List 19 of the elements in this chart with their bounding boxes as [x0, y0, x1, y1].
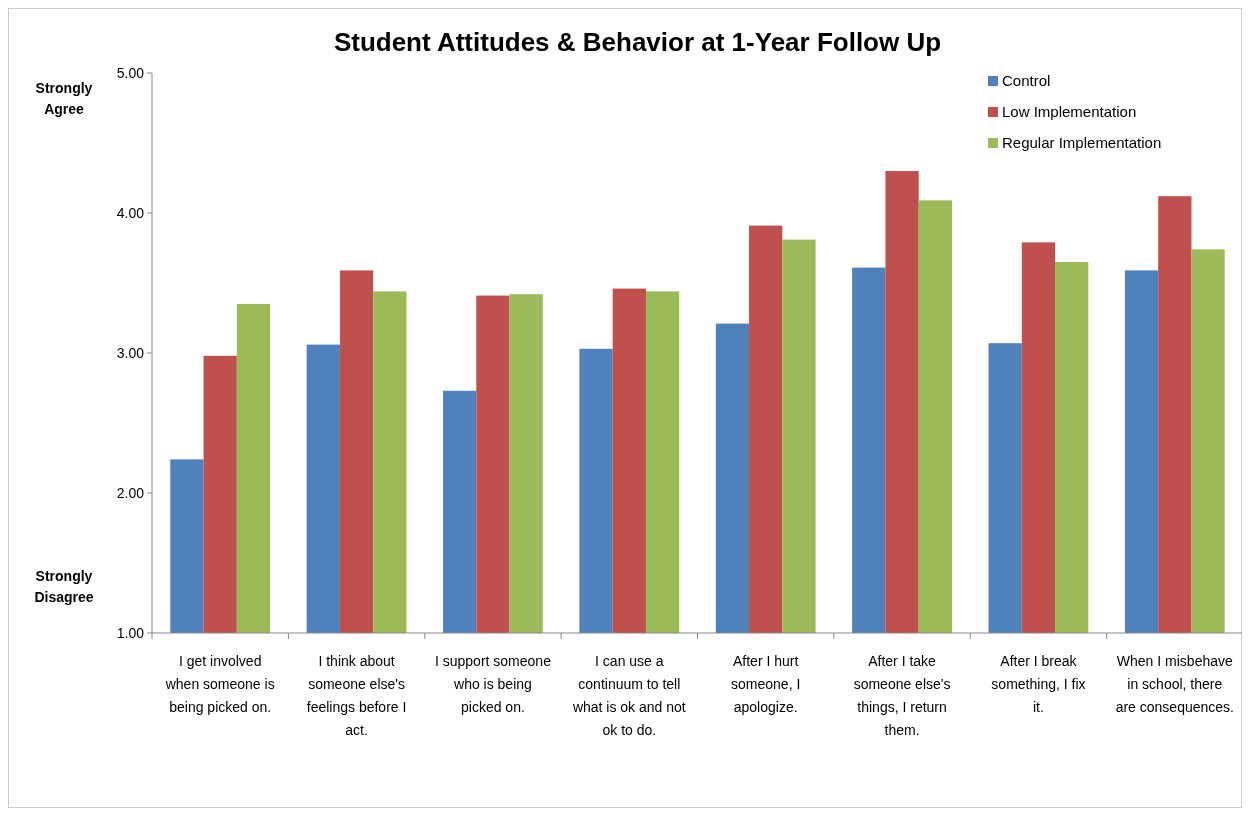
- text: Strongly Disagree: [34, 568, 94, 605]
- y-tick-label: 3.00: [116, 344, 145, 361]
- x-tick-label: After I take someone else's things, I return them.: [853, 653, 951, 738]
- x-tick-label: When I misbehave in school, there are consequences.: [1115, 653, 1234, 715]
- y-tick-label: 2.00: [116, 484, 145, 501]
- y-tick-label: 4.00: [116, 204, 145, 221]
- chart-title: Student Attitudes & Behavior at 1-Year Follow Up: [333, 27, 942, 57]
- text: Strongly Agree: [35, 80, 93, 117]
- x-tick-label: I think about someone else's feelings before I act.: [306, 653, 407, 738]
- x-tick-label: After I hurt someone, I apologize.: [731, 653, 801, 715]
- y-tick-label: 5.00: [116, 64, 145, 81]
- legend-label: Regular Implementation: [1002, 134, 1162, 152]
- legend-label: Control: [1002, 72, 1051, 90]
- x-tick-label: After I break something, I fix it.: [991, 653, 1086, 715]
- y-tick-label: 1.00: [116, 624, 145, 641]
- x-tick-label: I get involved when someone is being picked on.: [164, 653, 275, 715]
- x-tick-label: I support someone who is being picked on.: [434, 653, 552, 715]
- x-tick-label: I can use a continuum to tell what is ok and not ok to do.: [571, 653, 686, 738]
- legend-label: Low Implementation: [1002, 103, 1137, 121]
